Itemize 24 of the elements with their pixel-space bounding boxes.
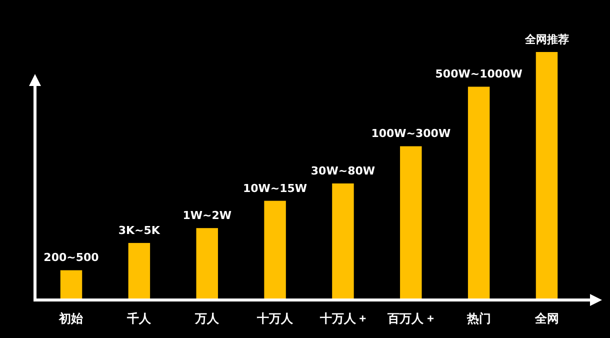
bar	[196, 228, 218, 300]
annotation: 200~500	[44, 251, 100, 264]
x-tick-label: 千人	[126, 312, 152, 326]
x-tick-label: 热门	[466, 312, 491, 326]
x-tick-label: 十万人	[256, 312, 294, 326]
x-tick-label: 初始	[58, 312, 84, 326]
annotation: 500W~1000W	[435, 68, 522, 81]
x-tick-label: 十万人 +	[318, 312, 366, 326]
annotation: 10W~15W	[242, 182, 308, 195]
bar	[536, 52, 558, 300]
bar	[332, 183, 354, 300]
annotation: 100W~300W	[371, 127, 451, 140]
annotation: 30W~80W	[310, 164, 376, 178]
x-tick-label: 百万人 +	[386, 312, 434, 326]
annotation: 1W~2W	[182, 209, 232, 222]
x-tick-label: 万人	[194, 312, 220, 326]
x-tick-label: 全网	[534, 312, 559, 326]
annotation: 3K~5K	[118, 224, 160, 237]
bar	[400, 146, 422, 300]
bar	[60, 270, 82, 300]
bar	[468, 86, 490, 300]
bar	[264, 200, 286, 300]
annotation: 全网推荐	[524, 33, 569, 46]
bar	[128, 242, 150, 300]
